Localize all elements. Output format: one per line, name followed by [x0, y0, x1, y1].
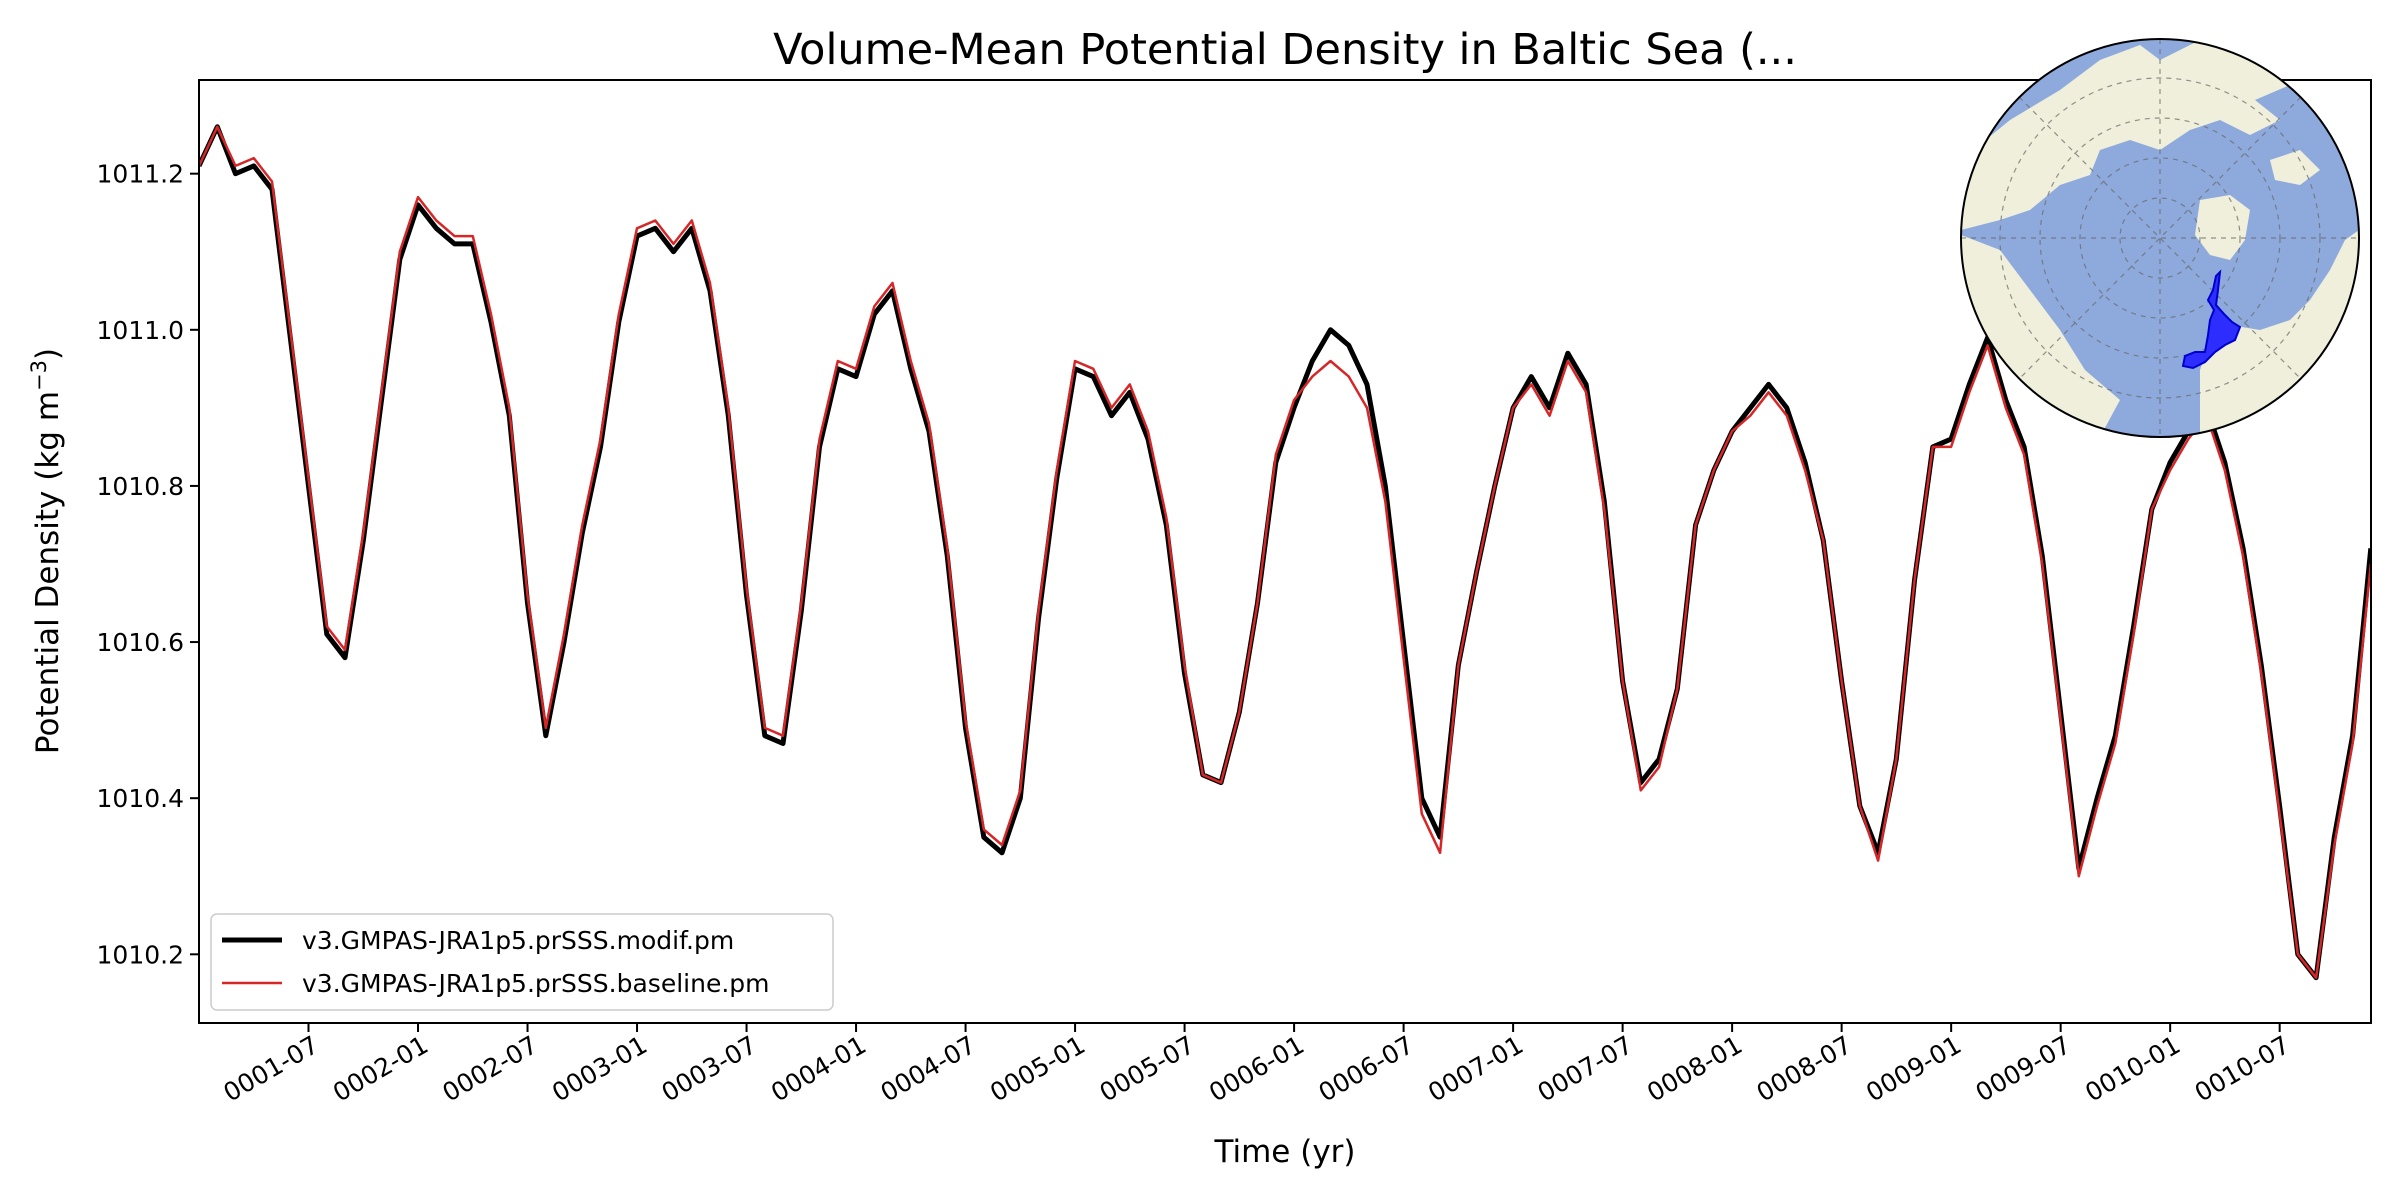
x-tick-label-2: 0002-07 — [438, 1030, 543, 1107]
x-axis: 0001-07 0002-01 0002-07 0003-01 0003-07 0004-… — [219, 1023, 2295, 1107]
map-land-eurasia-north — [1961, 39, 2300, 230]
x-tick-label-5: 0004-01 — [766, 1030, 871, 1107]
legend: v3.GMPAS-JRA1p5.prSSS.modif.pm v3.GMPAS-… — [210, 913, 834, 1011]
x-tick-label-4: 0003-07 — [657, 1030, 762, 1107]
y-axis: 1010.2 1010.4 1010.6 1010.8 1011.0 1011.2 — [97, 160, 199, 969]
plot-area — [198, 79, 2372, 1024]
y-tick-label-4: 1011.0 — [97, 316, 184, 345]
y-axis-label-exponent: −3 — [27, 360, 51, 391]
plot-frame — [198, 79, 2372, 1024]
x-tick-label-7: 0005-01 — [985, 1030, 1090, 1107]
series-line-1 — [199, 125, 2371, 979]
chart-title: Volume-Mean Potential Density in Baltic … — [773, 25, 1797, 75]
series-line-0 — [199, 124, 2371, 981]
map-baltic-sea-region — [2181, 269, 2242, 370]
y-tick-label-5: 1011.2 — [97, 160, 184, 189]
y-axis-label: Potential Density (kg m−3) — [27, 348, 66, 754]
y-tick-label-1: 1010.4 — [97, 784, 184, 813]
x-tick-label-14: 0008-07 — [1752, 1030, 1857, 1107]
x-tick-label-16: 0009-07 — [1971, 1030, 2076, 1107]
y-tick-label-2: 1010.6 — [97, 628, 184, 657]
map-graticule — [1961, 39, 2359, 437]
series-layer — [199, 124, 2371, 981]
legend-label-baseline: v3.GMPAS-JRA1p5.prSSS.baseline.pm — [302, 969, 770, 998]
x-tick-label-18: 0010-07 — [2190, 1030, 2295, 1107]
x-tick-label-8: 0005-07 — [1095, 1030, 1200, 1107]
y-axis-label-main: Potential Density (kg m — [30, 391, 66, 754]
map-outline — [1960, 38, 2360, 438]
y-tick-label-0: 1010.2 — [97, 940, 184, 969]
x-tick-label-9: 0006-01 — [1204, 1030, 1309, 1107]
x-tick-label-13: 0008-01 — [1642, 1030, 1747, 1107]
map-land-greenland — [2195, 195, 2250, 260]
x-tick-label-1: 0002-01 — [328, 1030, 433, 1107]
x-tick-label-17: 0010-01 — [2080, 1030, 2185, 1107]
x-tick-label-0: 0001-07 — [219, 1030, 324, 1107]
inset-region-map — [1960, 38, 2360, 438]
y-axis-label-suffix: ) — [30, 348, 66, 360]
y-tick-label-3: 1010.8 — [97, 472, 184, 501]
x-tick-label-15: 0009-01 — [1861, 1030, 1966, 1107]
x-tick-label-11: 0007-01 — [1423, 1030, 1528, 1107]
x-tick-label-6: 0004-07 — [876, 1030, 981, 1107]
x-tick-label-12: 0007-07 — [1533, 1030, 1638, 1107]
legend-box — [210, 913, 834, 1011]
legend-label-modif: v3.GMPAS-JRA1p5.prSSS.modif.pm — [302, 926, 734, 955]
x-tick-label-10: 0006-07 — [1314, 1030, 1419, 1107]
x-axis-label: Time (yr) — [1214, 1134, 1356, 1170]
x-tick-label-3: 0003-01 — [547, 1030, 652, 1107]
